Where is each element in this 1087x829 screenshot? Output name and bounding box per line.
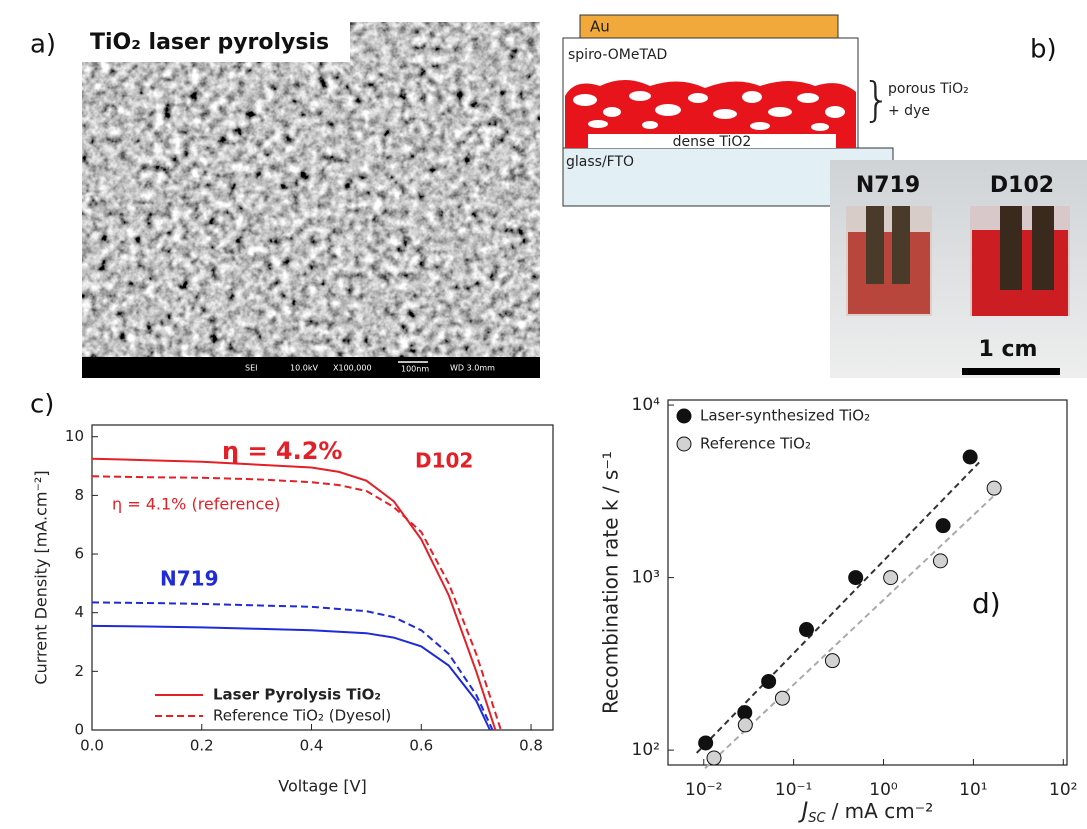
series-line	[91, 457, 497, 731]
brace: }	[862, 73, 891, 127]
x-axis-subscript: SC	[808, 811, 826, 826]
layer-label: dense TiO2	[673, 134, 752, 150]
au-layer	[579, 14, 839, 39]
annotation: η = 4.1% (reference)	[112, 495, 280, 514]
x-tick-label: 10⁻¹	[775, 780, 812, 800]
x-tick-label: 0.8	[519, 737, 543, 755]
x-tick-label: 0.0	[80, 737, 104, 755]
point	[698, 735, 714, 751]
annotation: N719	[160, 567, 219, 591]
layer-label: spiro-OMeTAD	[568, 47, 667, 63]
point	[932, 553, 948, 569]
plot-frame	[91, 424, 554, 731]
x-tick-label: 0.4	[300, 737, 324, 755]
sem-info: 10.0kV	[290, 364, 318, 373]
electrode	[1000, 206, 1022, 290]
legend-marker	[676, 408, 692, 424]
sem-info: WD 3.0mm	[450, 364, 495, 373]
device-photo: N719 D102 1 cm	[830, 160, 1087, 378]
y-tick-label: 4	[74, 603, 84, 621]
device-diagram: glass/FTO spiro-OMeTAD dense TiO2 Au } p…	[562, 14, 1057, 207]
point	[824, 653, 840, 669]
y-tick-label: 10³	[632, 568, 660, 588]
x-tick-label: 10⁻²	[685, 780, 722, 800]
porous-label: porous TiO₂	[888, 81, 969, 97]
scale-bar	[962, 368, 1060, 375]
sem-panel: SEI 10.0kV X100,000 100nm WD 3.0mm TiO₂ …	[30, 22, 540, 378]
annotation: D102	[415, 449, 473, 473]
point	[706, 750, 722, 766]
sem-info: 100nm	[401, 365, 429, 374]
series-line	[91, 624, 491, 731]
y-tick-label: 10	[65, 427, 84, 445]
series-line	[91, 475, 502, 731]
pores	[573, 91, 845, 131]
sample-label: N719	[856, 173, 920, 198]
y-axis-label: Recombination rate k / s⁻¹	[599, 451, 623, 714]
y-tick-label: 8	[74, 486, 84, 504]
point	[935, 518, 951, 534]
x-axis-label: JSC / mA cm⁻²	[798, 799, 934, 826]
x-axis-label: Voltage [V]	[278, 777, 367, 796]
point	[848, 570, 864, 586]
sem-image	[82, 22, 540, 358]
y-tick-label: 10⁴	[632, 395, 661, 415]
x-tick-label: 10⁰	[869, 780, 898, 800]
point	[774, 690, 790, 706]
sem-info: SEI	[245, 364, 258, 373]
y-axis-label: Current Density [mA.cm⁻²]	[32, 470, 51, 684]
sem-label: TiO₂ laser pyrolysis	[90, 30, 329, 55]
dense-layer	[588, 134, 836, 148]
x-tick-label: 10¹	[959, 780, 987, 800]
porous-label: + dye	[888, 103, 930, 119]
panel-label: b)	[1030, 35, 1057, 65]
y-tick-label: 6	[74, 545, 84, 563]
legend-marker	[676, 436, 692, 452]
y-tick-label: 2	[74, 662, 84, 680]
annotation: η = 4.2%	[222, 437, 342, 465]
panel-label: c)	[30, 390, 54, 420]
legend-label: Laser Pyrolysis TiO₂	[213, 686, 381, 704]
y-tick-label: 10²	[632, 740, 660, 760]
x-tick-label: 0.2	[190, 737, 214, 755]
fit-line	[695, 461, 980, 754]
sem-info: X100,000	[333, 364, 372, 373]
x-tick-label: 0.6	[409, 737, 433, 755]
x-axis-unit: / mA cm⁻²	[832, 799, 934, 823]
point	[761, 673, 777, 689]
series-line	[91, 601, 494, 731]
panel-label: a)	[30, 30, 56, 60]
legend-label: Reference TiO₂ (Dyesol)	[213, 707, 391, 725]
layer-label: glass/FTO	[566, 154, 634, 170]
electrode	[892, 206, 910, 284]
sample-label: D102	[990, 173, 1054, 198]
electrode	[1032, 206, 1054, 290]
legend-label: Laser-synthesized TiO₂	[700, 407, 870, 425]
point	[883, 570, 899, 586]
electrode	[866, 206, 884, 284]
x-tick-label: 10²	[1049, 780, 1077, 800]
x-axis-symbol: J	[798, 799, 809, 824]
panel-label: d)	[972, 587, 1001, 620]
plot-frame	[667, 399, 1068, 766]
fit-line	[704, 486, 1004, 769]
scale-label: 1 cm	[979, 337, 1038, 362]
sem-label-box	[82, 22, 350, 62]
point	[962, 449, 978, 465]
layer-label: Au	[590, 18, 610, 36]
y-tick-label: 0	[74, 721, 84, 739]
legend-label: Reference TiO₂	[700, 435, 811, 453]
point	[798, 622, 814, 638]
point	[737, 717, 753, 733]
sample-n719	[848, 232, 930, 314]
point	[986, 480, 1002, 496]
